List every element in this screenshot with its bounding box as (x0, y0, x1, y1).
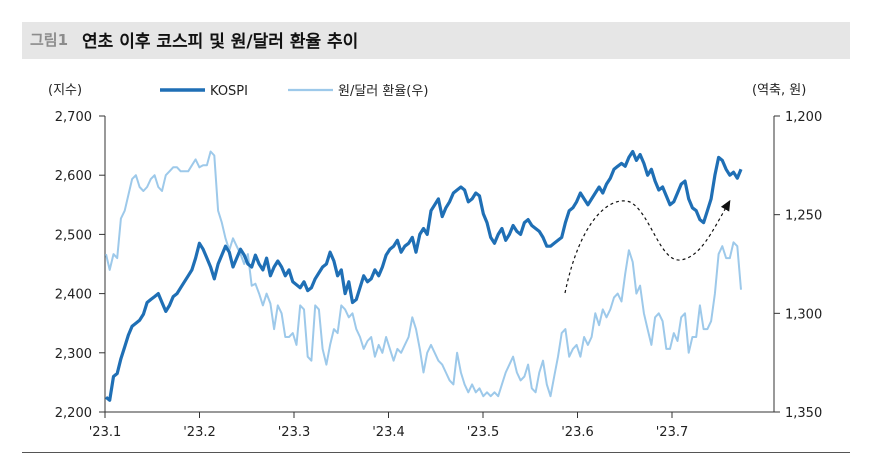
legend-fx-label: 원/달러 환율(우) (338, 84, 428, 99)
chart-title: 연초 이후 코스피 및 원/달러 환율 추이 (82, 32, 359, 52)
x-tick-label: '23.6 (561, 425, 594, 440)
left-tick-label: 2,500 (55, 228, 92, 243)
left-tick-label: 2,600 (55, 169, 92, 184)
left-tick-label: 2,700 (55, 110, 92, 125)
x-tick-label: '23.7 (656, 425, 689, 440)
left-tick-label: 2,200 (55, 406, 92, 421)
series-lines (104, 149, 743, 402)
right-tick-label: 1,300 (785, 307, 822, 322)
kospi-line (104, 149, 743, 402)
figure-label: 그림1 (30, 31, 69, 49)
trend-arrow-annotation (564, 199, 731, 294)
bottom-rule (22, 452, 850, 453)
fx-rate-line (105, 150, 742, 398)
title-bar: 그림1 연초 이후 코스피 및 원/달러 환율 추이 (22, 22, 850, 59)
right-tick-label: 1,200 (785, 110, 822, 125)
tick-labels: 2,200 2,300 2,400 2,500 2,600 2,700 1,200 1,250… (55, 110, 822, 440)
left-tick-label: 2,300 (55, 347, 92, 362)
x-tick-label: '23.2 (183, 425, 216, 440)
x-tick-label: '23.1 (89, 425, 122, 440)
right-tick-label: 1,250 (785, 209, 822, 224)
x-tick-label: '23.3 (278, 425, 311, 440)
x-tick-label: '23.5 (467, 425, 500, 440)
left-axis-unit: (지수) (48, 83, 82, 98)
right-tick-label: 1,350 (785, 406, 822, 421)
x-tick-label: '23.4 (372, 425, 405, 440)
legend-kospi-label: KOSPI (210, 84, 248, 99)
left-tick-label: 2,400 (55, 288, 92, 303)
right-axis-unit: (역축, 원) (752, 83, 806, 98)
